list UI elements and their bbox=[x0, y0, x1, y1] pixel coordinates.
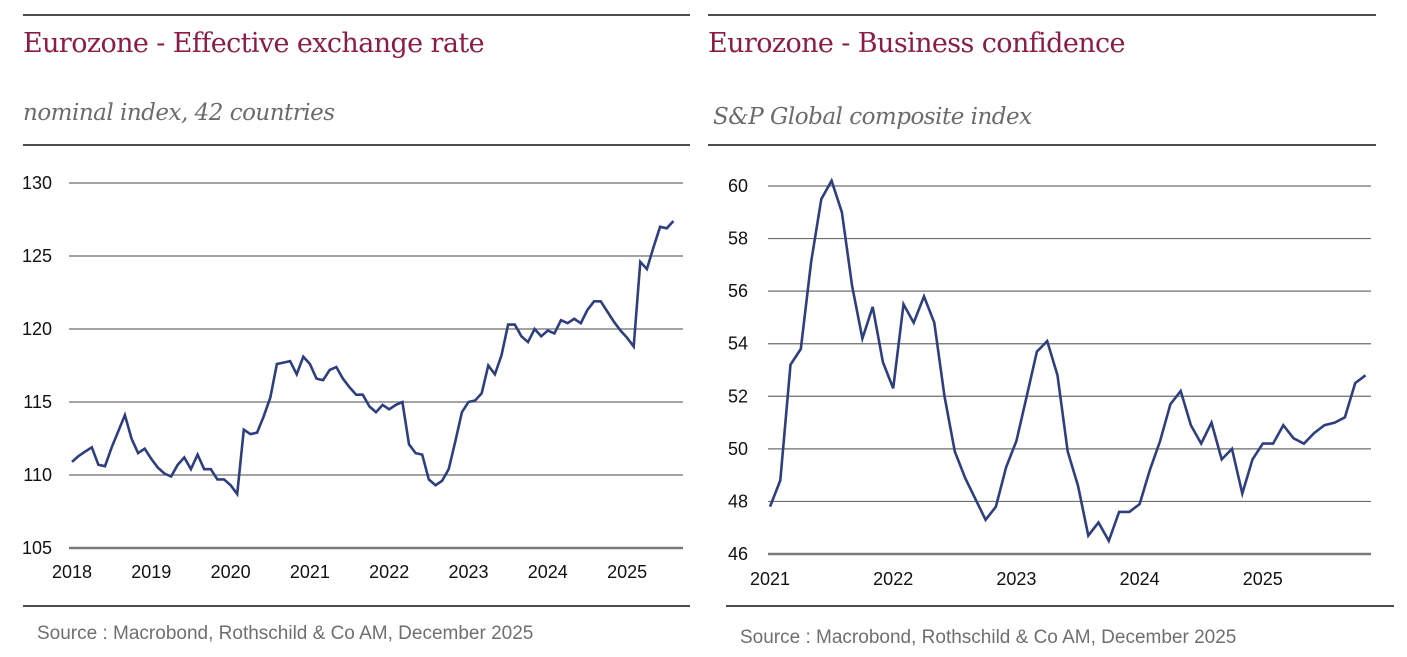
chart-title: Eurozone - Effective exchange rate bbox=[23, 28, 485, 59]
series-line bbox=[71, 220, 675, 498]
x-tick-label: 2022 bbox=[873, 569, 913, 589]
source-note: Source : Macrobond, Rothschild & Co AM, … bbox=[37, 623, 534, 644]
x-tick-label: 2018 bbox=[52, 562, 92, 582]
x-tick-label: 2021 bbox=[750, 569, 790, 589]
y-tick-label: 115 bbox=[23, 392, 52, 412]
y-tick-label: 52 bbox=[728, 386, 748, 406]
series-line bbox=[768, 177, 1367, 545]
y-tick-label: 56 bbox=[728, 281, 748, 301]
x-tick-label: 2025 bbox=[607, 562, 647, 582]
x-tick-label: 2023 bbox=[996, 569, 1036, 589]
chart-subtitle: nominal index, 42 countries bbox=[23, 100, 335, 126]
y-tick-label: 60 bbox=[728, 176, 748, 196]
footer-rule bbox=[726, 605, 1394, 607]
x-tick-label: 2023 bbox=[448, 562, 488, 582]
y-tick-label: 120 bbox=[22, 319, 52, 339]
x-tick-label: 2019 bbox=[131, 562, 171, 582]
y-tick-label: 48 bbox=[728, 491, 748, 511]
x-tick-label: 2020 bbox=[211, 562, 251, 582]
y-tick-label: 110 bbox=[23, 465, 52, 485]
top-rule bbox=[23, 14, 690, 16]
chart-panel-eer: Eurozone - Effective exchange rate nomin… bbox=[0, 0, 700, 657]
footer-rule bbox=[23, 605, 690, 607]
x-tick-label: 2024 bbox=[528, 562, 568, 582]
top-rule bbox=[708, 14, 1376, 16]
source-note: Source : Macrobond, Rothschild & Co AM, … bbox=[740, 627, 1237, 648]
chart-subtitle: S&P Global composite index bbox=[713, 104, 1032, 130]
x-tick-label: 2025 bbox=[1243, 569, 1283, 589]
chart-panel-pmi: Eurozone - Business confidence S&P Globa… bbox=[700, 0, 1407, 657]
header-rule bbox=[23, 144, 690, 146]
x-tick-label: 2021 bbox=[290, 562, 330, 582]
x-tick-label: 2024 bbox=[1120, 569, 1160, 589]
y-tick-label: 105 bbox=[22, 538, 52, 558]
y-tick-label: 54 bbox=[728, 334, 748, 354]
y-tick-label: 125 bbox=[22, 246, 52, 266]
y-tick-label: 46 bbox=[728, 544, 748, 564]
header-rule bbox=[708, 144, 1376, 146]
y-tick-label: 130 bbox=[22, 173, 52, 193]
y-tick-label: 50 bbox=[728, 439, 748, 459]
y-tick-label: 58 bbox=[728, 229, 748, 249]
x-tick-label: 2022 bbox=[369, 562, 409, 582]
chart-title: Eurozone - Business confidence bbox=[708, 28, 1126, 59]
